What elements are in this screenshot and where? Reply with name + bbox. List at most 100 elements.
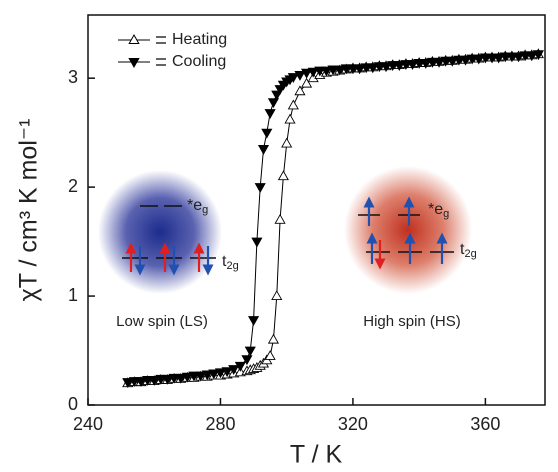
x-axis-label: T / K	[290, 441, 343, 469]
data-point	[307, 67, 319, 78]
data-point	[287, 73, 299, 84]
data-point	[499, 52, 511, 63]
ls-sphere	[98, 170, 222, 294]
eg-main: *e	[428, 201, 443, 218]
data-point	[314, 66, 326, 77]
data-point	[181, 372, 193, 383]
x-tick-label: 320	[338, 414, 368, 434]
data-point	[393, 61, 405, 72]
data-point	[128, 377, 140, 387]
data-point	[479, 53, 491, 64]
data-point	[188, 371, 200, 382]
t2g-sub: 2g	[464, 248, 476, 260]
data-point	[221, 367, 233, 378]
plot-frame	[87, 14, 546, 406]
y-tick-label: 3	[68, 67, 78, 87]
data-point	[320, 66, 333, 77]
data-point	[360, 63, 372, 74]
data-point	[274, 213, 286, 224]
data-point	[201, 370, 213, 381]
data-point	[294, 85, 306, 96]
y-tick-label: 2	[68, 176, 78, 196]
y-axis-label: χT / cm³ K mol⁻¹	[15, 119, 43, 302]
data-point	[353, 64, 366, 75]
legend-label: Heating	[172, 31, 227, 48]
data-point	[135, 377, 147, 387]
data-point	[367, 63, 379, 74]
data-point	[413, 58, 425, 69]
eg-sub: g	[443, 208, 449, 220]
legend-label: Cooling	[172, 53, 226, 70]
data-point	[519, 51, 531, 62]
data-point	[122, 378, 134, 389]
data-point	[148, 375, 160, 386]
legend-marker	[128, 58, 140, 69]
data-point	[277, 170, 289, 181]
data-point	[526, 51, 538, 62]
data-point	[532, 50, 544, 61]
data-point	[248, 316, 260, 326]
data-point	[244, 346, 256, 357]
data-point	[433, 57, 445, 68]
data-point	[347, 64, 359, 75]
eg-main: *e	[187, 197, 202, 214]
data-point	[142, 375, 154, 386]
data-point	[300, 68, 313, 79]
data-point	[506, 52, 518, 63]
data-point	[406, 60, 419, 70]
data-point	[327, 65, 339, 76]
x-tick-label: 360	[470, 414, 500, 434]
data-point	[380, 62, 392, 73]
ls-t2g: t2g	[222, 253, 239, 272]
ls-eg: *eg	[187, 197, 208, 216]
data-point	[267, 333, 280, 344]
data-point	[251, 237, 263, 248]
data-point	[271, 290, 283, 301]
data-point	[373, 62, 385, 73]
hs-electrons	[363, 196, 448, 270]
data-point	[168, 373, 180, 384]
data-point	[281, 137, 293, 148]
data-point	[254, 183, 266, 194]
data-point	[400, 60, 412, 70]
ls-label: Low spin (LS)	[116, 313, 208, 330]
ls-electrons	[125, 242, 214, 276]
data-point	[440, 56, 452, 67]
data-point	[453, 55, 465, 66]
data-point	[486, 53, 498, 64]
t2g-main: t	[222, 253, 227, 270]
t2g-sub: 2g	[226, 260, 238, 272]
x-tick-label: 240	[73, 414, 103, 434]
legend-marker	[128, 33, 140, 44]
data-point	[261, 128, 273, 139]
data-point	[512, 52, 525, 63]
data-point	[257, 145, 270, 155]
data-point	[267, 98, 280, 109]
data-point	[334, 65, 346, 76]
data-point	[264, 350, 276, 360]
data-point	[294, 70, 306, 81]
hs-eg: *eg	[428, 201, 449, 220]
data-point	[195, 371, 207, 382]
data-point	[420, 58, 432, 69]
data-point	[287, 99, 299, 110]
hs-sphere	[344, 166, 472, 294]
data-point	[228, 365, 240, 375]
hs-label: High spin (HS)	[363, 313, 461, 330]
y-tick-label: 1	[68, 285, 78, 305]
data-point	[446, 56, 458, 67]
eg-sub: g	[202, 204, 208, 216]
x-tick-label: 280	[205, 414, 235, 434]
data-point	[161, 374, 174, 385]
data-point	[340, 64, 352, 75]
data-point	[300, 77, 313, 88]
data-point	[234, 361, 246, 372]
data-point	[466, 54, 478, 65]
data-point	[241, 355, 253, 366]
data-point	[208, 369, 220, 380]
data-point	[387, 61, 399, 72]
data-point	[284, 113, 296, 124]
data-point	[264, 109, 276, 119]
